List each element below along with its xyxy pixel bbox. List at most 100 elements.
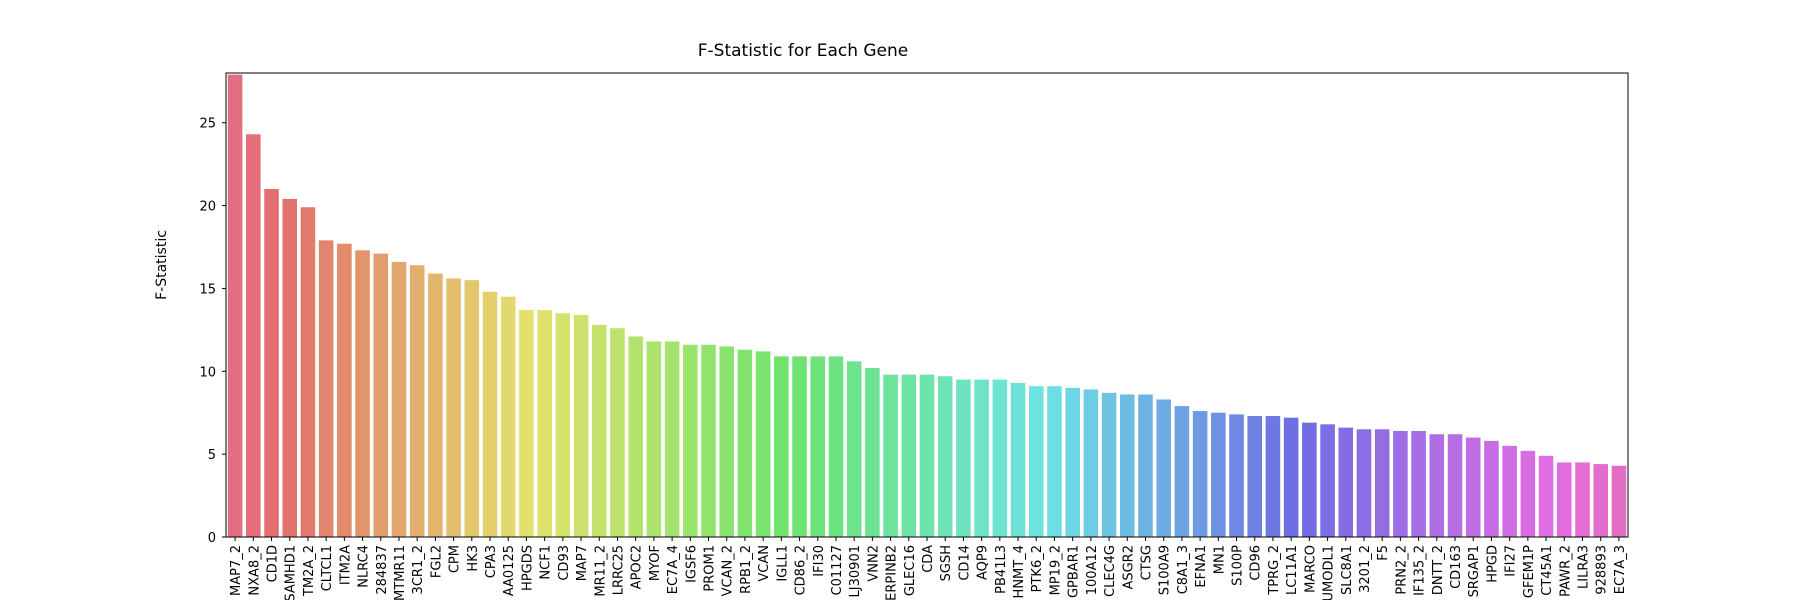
x-tick-label: EFNA1: [1194, 545, 1209, 588]
x-tick-label: PAWR_2: [1558, 545, 1573, 597]
y-tick-label: 25: [199, 117, 216, 132]
x-tick-label: MR11_2: [593, 545, 608, 597]
x-tick-label: CLEC4G: [1103, 545, 1118, 597]
bar: [1484, 440, 1499, 537]
x-tick-label: RPB1_2: [739, 545, 754, 594]
bar: [810, 356, 826, 537]
x-tick-label: TPRG_2: [1267, 545, 1282, 596]
bar: [1611, 465, 1627, 537]
x-tick-label: S100P: [1231, 545, 1246, 586]
x-tick-label: ITM2A: [338, 545, 353, 585]
x-tick-label: MN1: [1212, 545, 1227, 574]
x-tick-label: MARCO: [1303, 545, 1318, 593]
bar: [391, 261, 407, 537]
bar: [846, 361, 862, 537]
x-tick-label: CPA3: [484, 545, 499, 578]
y-tick-label: 10: [199, 365, 216, 380]
bar: [500, 296, 516, 537]
x-tick-label: NCF1: [539, 545, 554, 580]
y-tick-label: 20: [199, 200, 216, 215]
x-tick-label: CDA: [921, 545, 936, 573]
bar: [409, 265, 425, 537]
x-tick-label: 3CR1_2: [411, 545, 426, 594]
x-tick-label: MTMR11: [393, 545, 408, 600]
bar: [937, 376, 953, 537]
x-tick-label: CD86_2: [794, 545, 809, 595]
x-tick-label: FGL2: [429, 545, 444, 578]
bar: [610, 328, 625, 537]
x-tick-label: CTSG: [1139, 545, 1154, 580]
bar: [1465, 437, 1481, 537]
x-tick-label: CLTCL1: [320, 545, 335, 591]
x-tick-label: CD93: [557, 545, 572, 581]
bar: [828, 356, 844, 537]
bar: [1502, 445, 1517, 537]
x-tick-label: C8A1_3: [1176, 545, 1191, 594]
x-tick-label: LILRA3: [1576, 545, 1591, 589]
x-tick-label: F5: [1376, 545, 1391, 561]
x-tick-label: HK3: [466, 545, 481, 572]
x-tick-label: GLEC16: [903, 545, 918, 596]
x-tick-label: SGSH: [939, 545, 954, 581]
bar: [883, 374, 898, 537]
bar: [1192, 411, 1208, 537]
x-tick-label: IFI30: [812, 545, 827, 577]
bar: [701, 344, 716, 537]
bar: [737, 349, 753, 537]
x-tick-label: MP19_2: [1048, 545, 1063, 595]
bar: [628, 336, 643, 537]
chart-title: F-Statistic for Each Gene: [698, 41, 909, 61]
x-tick-label: IFI27: [1504, 545, 1519, 577]
bar: [956, 379, 971, 537]
bar: [774, 356, 789, 537]
x-tick-label: PB41L3: [994, 545, 1009, 594]
x-tick-label: SRGAP1: [1467, 545, 1482, 597]
x-tick-label: C01127: [830, 545, 845, 595]
bar: [1247, 416, 1263, 537]
x-tick-label: 100A12: [1085, 545, 1100, 595]
bar: [755, 351, 771, 537]
bar: [1229, 414, 1244, 537]
bar: [1101, 392, 1117, 537]
bar: [1556, 462, 1572, 537]
x-tick-label: HPGD: [1485, 545, 1500, 583]
x-tick-label: SLC8A1: [1340, 545, 1355, 595]
y-axis-ticks: 0 5 10 15 20 25: [199, 117, 226, 546]
plot-frame: [225, 72, 1629, 538]
x-tick-label: CD96: [1249, 545, 1264, 581]
bar: [300, 207, 316, 537]
bar: [355, 250, 370, 538]
bar: [1447, 434, 1463, 537]
x-tick-label: ERPINB2: [885, 545, 900, 600]
bar: [446, 278, 461, 537]
bar: [1028, 386, 1044, 537]
x-tick-label: 928893: [1595, 545, 1610, 595]
bar: [1174, 406, 1190, 537]
x-tick-label: HNMT_4: [1012, 545, 1027, 598]
bar: [1374, 429, 1390, 537]
y-tick-label: 0: [208, 531, 216, 546]
bar: [646, 341, 662, 537]
bar: [1302, 422, 1317, 537]
x-tick-label: AQP9: [976, 545, 991, 580]
bar: [227, 74, 243, 538]
x-tick-label: DNTT_2: [1431, 545, 1446, 595]
x-tick-label: MAP7: [575, 545, 590, 581]
bar: [919, 374, 935, 537]
bar: [974, 379, 989, 537]
x-tick-label: IGSF6: [684, 545, 699, 583]
bar: [537, 309, 552, 537]
x-tick-label: 3201_2: [1358, 545, 1373, 593]
bar: [1338, 427, 1354, 537]
bar: [1010, 382, 1026, 537]
bar: [1211, 412, 1226, 537]
x-axis-labels: MAP7_2 NXA8_2 CD1D SAMHD1 TM2A_2 CLTCL1 ITM2A N…: [229, 537, 1628, 600]
bar: [992, 379, 1008, 537]
x-tick-label: IGLL1: [775, 545, 790, 582]
x-tick-label: EC7A_3: [1613, 545, 1628, 594]
bar: [246, 134, 261, 538]
x-tick-label: TM2A_2: [302, 545, 317, 597]
bar: [264, 189, 279, 537]
bar: [282, 198, 298, 537]
